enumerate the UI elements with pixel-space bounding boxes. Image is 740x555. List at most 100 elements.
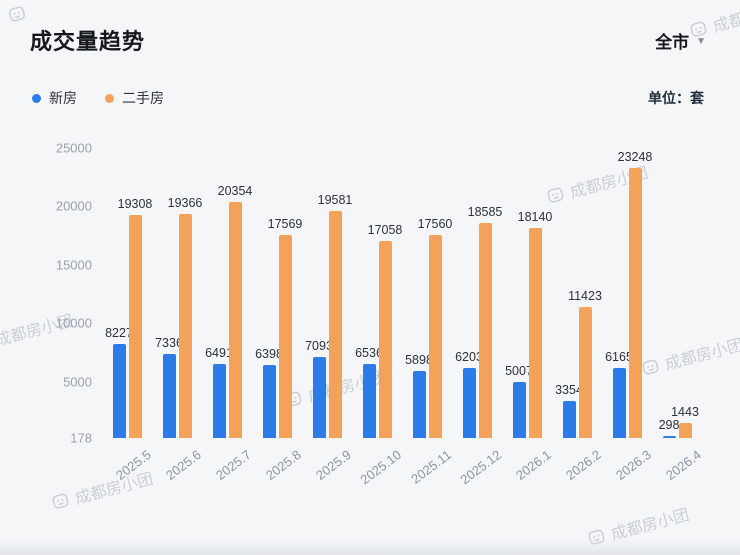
- x-axis-label: 2025.9: [313, 447, 355, 483]
- bar-column: 23248: [618, 148, 652, 438]
- bar-group: 5007 18140 2026.1: [502, 148, 554, 483]
- bar-column: 19366: [168, 148, 202, 438]
- bottom-edge: [0, 539, 740, 555]
- bar-group: 6536 17058 2025.10: [352, 148, 404, 487]
- bar-group: 8227 19308 2025.5: [102, 148, 154, 483]
- x-axis-label: 2026.1: [513, 447, 555, 483]
- bar-二手房-2025.6[interactable]: [178, 213, 192, 438]
- bar-group: 5898 17560 2025.11: [402, 148, 454, 487]
- legend: 新房 二手房 单位：套: [32, 88, 704, 108]
- bar-column: 17569: [268, 148, 302, 438]
- bar-column: 6398: [255, 148, 283, 438]
- y-axis-tick-label: 5000: [63, 374, 92, 390]
- bar-新房-2026.4[interactable]: [662, 436, 676, 438]
- bar-value-label: 3354: [555, 382, 583, 397]
- bar-二手房-2025.7[interactable]: [228, 202, 242, 438]
- brand-logo-icon: [9, 6, 25, 22]
- legend-item-new-homes[interactable]: 新房: [32, 88, 77, 108]
- bar-column: 20354: [218, 148, 252, 438]
- bar-二手房-2026.4[interactable]: [678, 423, 692, 438]
- page-title: 成交量趋势: [30, 29, 146, 54]
- bar-column: 19308: [118, 148, 152, 438]
- bar-value-label: 19308: [117, 196, 153, 211]
- bar-二手房-2026.3[interactable]: [628, 168, 642, 438]
- bar-value-label: 17569: [267, 216, 303, 231]
- legend-label-new-homes: 新房: [49, 90, 77, 106]
- bar-value-label: 20354: [217, 184, 253, 199]
- bar-column: 6536: [355, 148, 383, 438]
- bar-新房-2026.1[interactable]: [512, 381, 526, 438]
- bar-column: 1443: [671, 148, 699, 438]
- bar-group: 6398 17569 2025.8: [252, 148, 304, 483]
- city-filter-label: 全市: [655, 32, 690, 52]
- bar-value-label: 17058: [367, 222, 403, 237]
- x-axis-label: 2025.10: [357, 447, 405, 488]
- bar-group: 6203 18585 2025.12: [452, 148, 504, 487]
- x-axis-label: 2025.8: [263, 447, 305, 483]
- legend-dot-new-homes-icon: [32, 93, 41, 103]
- bar-value-label: 6398: [255, 347, 283, 362]
- bar-value-label: 7336: [155, 336, 183, 351]
- bar-二手房-2025.8[interactable]: [278, 234, 292, 438]
- bar-新房-2025.10[interactable]: [362, 363, 376, 438]
- bar-value-label: 6165: [605, 350, 633, 365]
- x-axis-label: 2026.2: [563, 447, 605, 483]
- header: 成交量趋势 全市 ▼: [30, 24, 706, 56]
- bar-value-label: 1443: [671, 405, 699, 420]
- bar-value-label: 17560: [417, 216, 453, 231]
- bar-二手房-2026.1[interactable]: [528, 228, 542, 438]
- bar-column: 18140: [518, 148, 552, 438]
- bar-新房-2025.6[interactable]: [162, 354, 176, 438]
- bar-value-label: 6536: [355, 345, 383, 360]
- x-axis-label: 2025.7: [213, 447, 255, 483]
- bar-value-label: 6491: [205, 346, 233, 361]
- bar-value-label: 18140: [517, 210, 553, 225]
- bar-column: 17058: [368, 148, 402, 438]
- bar-column: 5007: [505, 148, 533, 438]
- bar-二手房-2025.9[interactable]: [328, 211, 342, 438]
- plot-area: 8227 19308 2025.5 7336 19366 2025.6 6491 20354 2…: [102, 148, 704, 487]
- bar-二手房-2025.10[interactable]: [378, 240, 392, 438]
- bar-group: 7093 19581 2025.9: [302, 148, 354, 483]
- y-axis-tick-label: 15000: [55, 257, 92, 273]
- bar-新房-2025.9[interactable]: [312, 357, 326, 438]
- bar-value-label: 18585: [467, 204, 503, 219]
- legend-item-secondhand-homes[interactable]: 二手房: [105, 88, 164, 108]
- bar-column: 18585: [468, 148, 502, 438]
- x-axis-label: 2026.3: [613, 447, 655, 483]
- chevron-down-icon: ▼: [696, 35, 706, 47]
- y-axis-tick-label: 10000: [55, 315, 92, 331]
- bar-column: 7093: [305, 148, 333, 438]
- bar-group: 298 1443 2026.4: [652, 148, 704, 483]
- watermark: [6, 3, 28, 25]
- bar-column: 8227: [105, 148, 133, 438]
- bar-二手房-2025.12[interactable]: [478, 222, 492, 438]
- bar-group: 6165 23248 2026.3: [602, 148, 654, 482]
- bar-新房-2025.7[interactable]: [212, 364, 226, 438]
- x-axis-label: 2026.4: [663, 447, 705, 483]
- bar-column: 7336: [155, 148, 183, 438]
- bar-新房-2025.8[interactable]: [262, 365, 276, 438]
- bar-新房-2025.5[interactable]: [112, 343, 126, 438]
- bar-chart: 25000 20000 15000 10000 5000 178 8227 19308 202…: [30, 122, 710, 532]
- y-axis: 25000 20000 15000 10000 5000 178: [30, 122, 92, 532]
- bar-column: 19581: [318, 148, 352, 438]
- bar-新房-2025.12[interactable]: [462, 367, 476, 438]
- bar-新房-2025.11[interactable]: [412, 371, 426, 438]
- bar-column: 6165: [605, 148, 633, 438]
- bar-二手房-2025.5[interactable]: [128, 214, 142, 438]
- bar-group: 3354 11423 2026.2: [552, 148, 604, 483]
- bar-value-label: 19366: [167, 195, 203, 210]
- legend-dot-secondhand-homes-icon: [105, 93, 114, 103]
- bar-新房-2026.3[interactable]: [612, 368, 626, 438]
- bar-二手房-2025.11[interactable]: [428, 234, 442, 438]
- bar-value-label: 8227: [105, 325, 133, 340]
- bar-新房-2026.2[interactable]: [562, 400, 576, 438]
- x-axis-label: 2025.11: [408, 447, 455, 487]
- city-filter-dropdown[interactable]: 全市 ▼: [655, 28, 706, 53]
- bar-group: 6491 20354 2025.7: [202, 148, 254, 483]
- watermark-text: 成都房小团: [711, 0, 740, 36]
- legend-label-secondhand-homes: 二手房: [122, 90, 164, 106]
- x-axis-label: 2025.6: [163, 447, 205, 483]
- bar-二手房-2026.2[interactable]: [578, 306, 592, 438]
